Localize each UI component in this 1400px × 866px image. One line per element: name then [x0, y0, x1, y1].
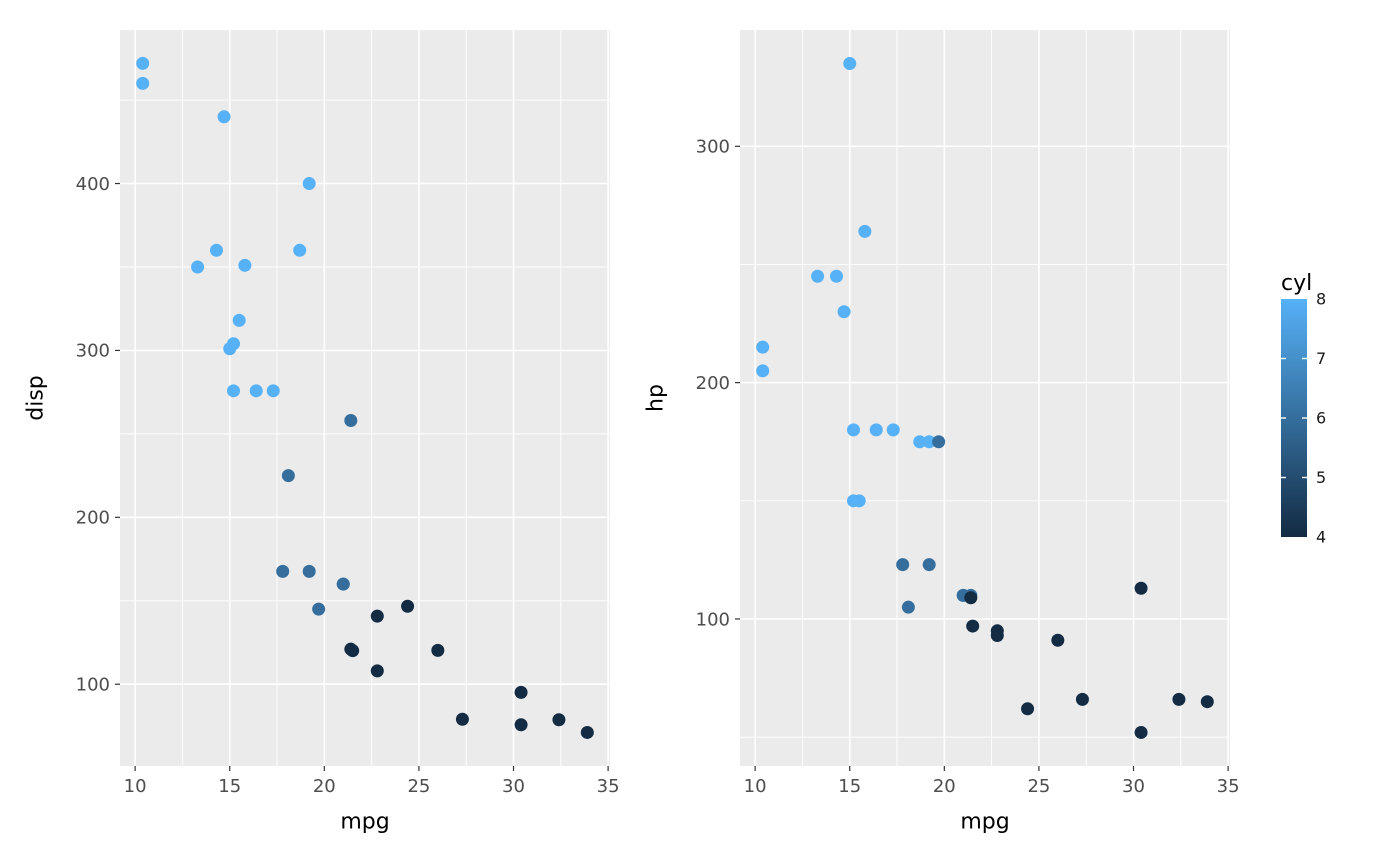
data-point — [847, 494, 861, 508]
legend-tick-label: 8 — [1316, 290, 1326, 309]
panel-background — [740, 30, 1230, 766]
data-point — [847, 423, 861, 437]
y-tick-label: 100 — [696, 609, 730, 630]
x-axis-title-mpg-right: mpg — [960, 809, 1010, 835]
x-tick-label: 30 — [1122, 776, 1145, 797]
data-point — [932, 435, 946, 449]
legend-title: cyl — [1281, 271, 1313, 296]
data-point — [217, 110, 231, 124]
data-point — [922, 558, 936, 572]
data-point — [312, 602, 326, 616]
panel-background — [120, 30, 610, 766]
data-point — [756, 340, 770, 354]
legend-tick-label: 7 — [1316, 349, 1326, 368]
data-point — [886, 423, 900, 437]
data-point — [829, 269, 843, 283]
colorbar: 8 7 6 5 4 — [1281, 290, 1326, 547]
data-point — [344, 642, 358, 656]
y-tick-label: 300 — [696, 137, 730, 158]
legend-tick-label: 5 — [1316, 468, 1326, 487]
data-point — [580, 725, 594, 739]
data-point — [249, 384, 263, 398]
data-point — [370, 609, 384, 623]
data-point — [431, 643, 445, 657]
legend-tick-label: 4 — [1316, 528, 1326, 547]
scatter-plot-hp: 10 15 20 25 30 35 100 200 300 — [696, 30, 1240, 797]
data-point — [869, 423, 883, 437]
y-axis-title-disp: disp — [23, 375, 49, 421]
data-point — [1021, 702, 1035, 716]
data-point — [514, 718, 528, 732]
data-point — [913, 435, 927, 449]
x-tick-label: 15 — [838, 776, 861, 797]
x-tick-label: 10 — [744, 776, 767, 797]
y-tick-label: 100 — [76, 675, 110, 696]
data-point — [238, 258, 252, 272]
data-point — [552, 713, 566, 727]
data-point — [1134, 581, 1148, 595]
chart-disp-vs-mpg: 10 15 20 25 30 35 100 200 300 400 disp mpg — [0, 0, 620, 866]
data-point — [811, 269, 825, 283]
data-point — [232, 313, 246, 327]
legend-tick-label: 6 — [1316, 409, 1326, 428]
data-point — [858, 224, 872, 238]
colorbar-legend-cyl: cyl 8 7 6 5 4 — [1240, 0, 1400, 866]
data-point — [276, 564, 290, 578]
scatter-plot-disp: 10 15 20 25 30 35 100 200 300 400 — [76, 30, 620, 797]
data-point — [344, 414, 358, 428]
x-tick-label: 10 — [124, 776, 147, 797]
y-tick-label: 200 — [696, 373, 730, 394]
data-point — [964, 591, 978, 605]
data-point — [514, 685, 528, 699]
data-point — [1051, 633, 1065, 647]
data-point — [1172, 692, 1186, 706]
data-point — [191, 260, 205, 274]
x-tick-label: 25 — [407, 776, 430, 797]
x-tick-label: 35 — [1217, 776, 1240, 797]
data-point — [455, 712, 469, 726]
data-point — [336, 577, 350, 591]
data-point — [896, 558, 910, 572]
x-tick-label: 20 — [933, 776, 956, 797]
data-point — [266, 384, 280, 398]
data-point — [370, 664, 384, 678]
data-point — [136, 76, 150, 90]
data-point — [302, 564, 316, 578]
data-point — [293, 243, 307, 257]
data-point — [1075, 692, 1089, 706]
data-point — [843, 57, 857, 71]
data-point — [966, 619, 980, 633]
data-point — [136, 56, 150, 70]
data-point — [401, 599, 415, 613]
data-point — [302, 177, 316, 191]
y-axis-title-hp: hp — [643, 384, 669, 412]
data-point — [756, 364, 770, 378]
y-tick-label: 400 — [76, 174, 110, 195]
x-axis-title-mpg-left: mpg — [340, 809, 390, 835]
chart-hp-vs-mpg: 10 15 20 25 30 35 100 200 300 hp mpg — [620, 0, 1240, 866]
data-point — [922, 435, 936, 449]
x-tick-label: 15 — [218, 776, 241, 797]
x-tick-label: 30 — [502, 776, 525, 797]
data-point — [1200, 695, 1214, 709]
data-point — [837, 305, 851, 319]
y-tick-label: 200 — [76, 508, 110, 529]
data-point — [990, 624, 1004, 638]
x-tick-label: 25 — [1027, 776, 1050, 797]
data-point — [281, 469, 295, 483]
data-point — [1134, 725, 1148, 739]
y-tick-label: 300 — [76, 341, 110, 362]
x-tick-label: 20 — [313, 776, 336, 797]
data-point — [223, 342, 237, 356]
data-point — [901, 600, 915, 614]
data-point — [227, 384, 241, 398]
data-point — [209, 243, 223, 257]
x-tick-label: 35 — [597, 776, 620, 797]
